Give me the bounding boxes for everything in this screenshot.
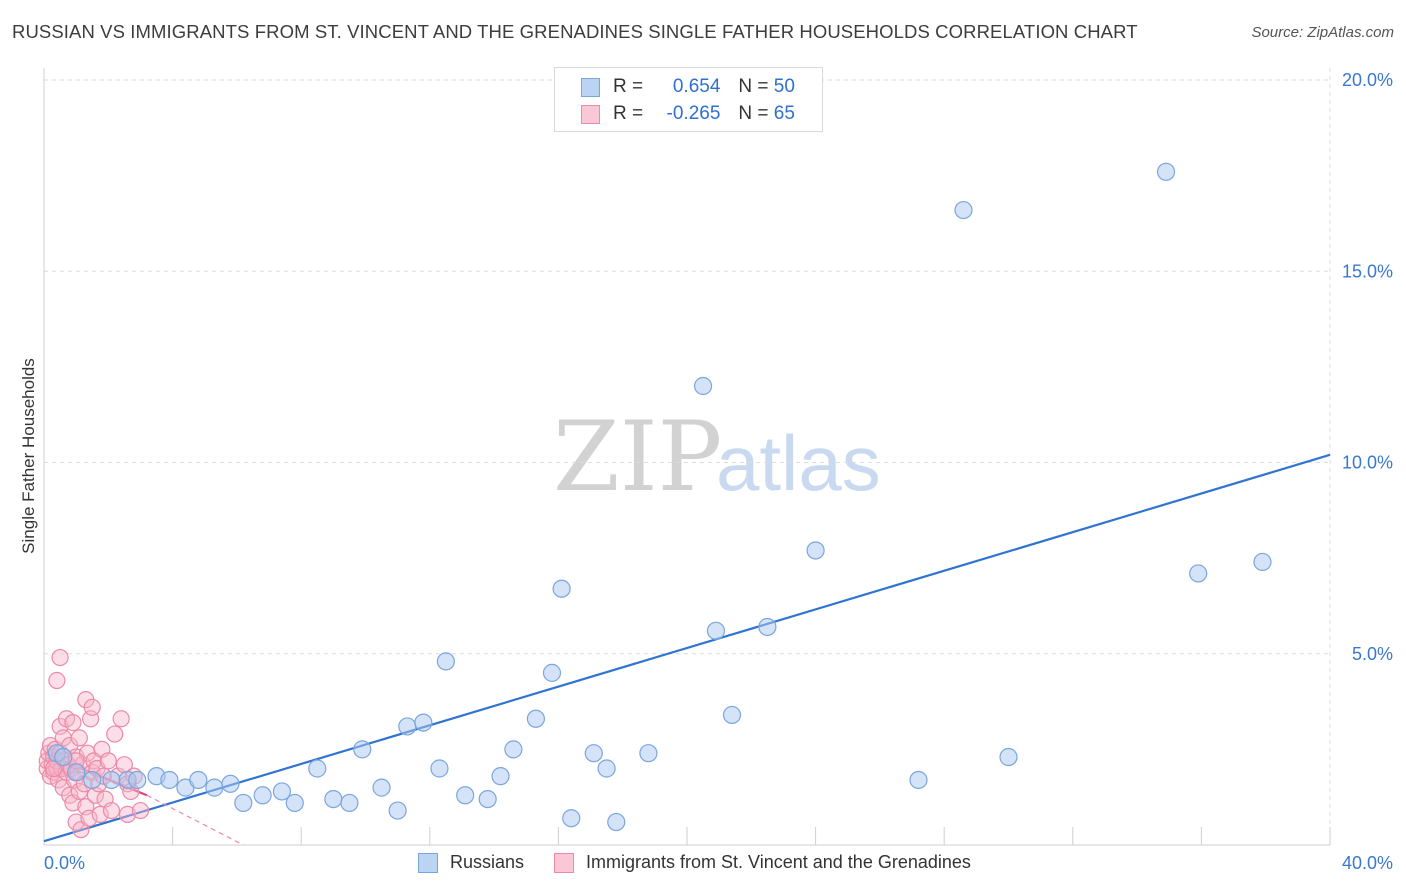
- data-point-russians: [353, 740, 372, 759]
- data-point-immigrants: [102, 801, 121, 820]
- data-point-russians: [1189, 564, 1208, 583]
- legend-row-russians: R = 0.654 N = 50: [581, 76, 795, 98]
- y-tick-label: 10.0%: [1342, 453, 1393, 473]
- legend-n-label: N =: [738, 76, 769, 97]
- data-point-russians: [102, 770, 121, 790]
- data-point-russians: [414, 713, 433, 732]
- data-point-immigrants: [118, 805, 137, 824]
- stats-legend: R = 0.654 N = 50 R = -0.265 N = 65: [554, 67, 823, 132]
- data-point-russians: [253, 786, 272, 805]
- legend-n-value: 50: [773, 76, 795, 97]
- data-point-russians: [160, 770, 179, 790]
- data-point-russians: [388, 801, 407, 820]
- legend-swatch-pink: [554, 852, 575, 873]
- data-point-russians: [430, 759, 449, 778]
- legend-label-immigrants: Immigrants from St. Vincent and the Gren…: [586, 852, 971, 872]
- data-point-russians: [806, 541, 825, 560]
- data-point-russians: [372, 778, 391, 797]
- legend-r-label: R =: [613, 103, 644, 124]
- data-point-immigrants: [70, 729, 88, 747]
- data-point-immigrants: [83, 698, 101, 716]
- data-point-russians: [491, 767, 510, 786]
- data-point-russians: [542, 663, 562, 682]
- data-point-russians: [552, 579, 571, 598]
- watermark-zip: ZIP: [553, 401, 722, 513]
- legend-swatch-blue: [581, 77, 600, 97]
- data-point-immigrants: [64, 713, 82, 732]
- data-point-immigrants: [131, 801, 150, 820]
- data-point-immigrants: [51, 648, 69, 667]
- data-point-russians: [504, 740, 523, 759]
- data-point-russians: [189, 770, 208, 790]
- data-point-russians: [234, 793, 253, 813]
- data-point-immigrants: [80, 809, 98, 827]
- data-point-russians: [758, 617, 777, 637]
- legend-row-immigrants: R = -0.265 N = 65: [581, 103, 795, 125]
- data-point-russians: [999, 747, 1018, 767]
- tick-labels: 5.0% 10.0% 15.0% 20.0% 0.0% 40.0%: [44, 70, 1393, 873]
- legend-r-value: 0.654: [672, 76, 721, 97]
- y-tick-label: 15.0%: [1342, 261, 1393, 281]
- x-tick-label: 0.0%: [44, 853, 85, 873]
- data-point-russians: [205, 778, 224, 797]
- data-point-russians: [597, 759, 616, 778]
- chart-title: RUSSIAN VS IMMIGRANTS FROM ST. VINCENT A…: [12, 21, 1138, 42]
- data-point-russians: [562, 809, 581, 828]
- data-points: [38, 162, 1272, 839]
- data-point-russians: [722, 705, 742, 725]
- source-label: Source: ZipAtlas.com: [1251, 24, 1394, 41]
- data-point-russians: [1253, 552, 1272, 572]
- data-point-russians: [1156, 162, 1176, 181]
- y-tick-label: 20.0%: [1342, 70, 1393, 90]
- data-point-russians: [83, 770, 102, 790]
- data-point-russians: [693, 376, 713, 396]
- data-point-immigrants: [106, 725, 124, 743]
- x-tick-label: 40.0%: [1342, 853, 1393, 873]
- y-tick-label: 5.0%: [1352, 644, 1393, 664]
- axes: [43, 68, 1331, 846]
- legend-swatch-blue: [418, 852, 438, 873]
- legend-item-russians: Russians: [418, 852, 524, 873]
- data-point-russians: [526, 709, 545, 728]
- data-point-russians: [478, 789, 497, 809]
- data-point-immigrants: [91, 805, 109, 824]
- legend-label-russians: Russians: [450, 852, 525, 872]
- data-point-russians: [456, 786, 475, 805]
- trend-line-russians: [43, 453, 1331, 843]
- legend-n-label: N =: [738, 103, 769, 124]
- data-point-russians: [128, 770, 147, 790]
- data-point-russians: [584, 744, 603, 763]
- data-point-russians: [639, 744, 658, 763]
- data-point-russians: [67, 763, 86, 782]
- legend-swatch-pink: [581, 104, 600, 124]
- data-point-russians: [706, 621, 726, 640]
- data-point-immigrants: [99, 752, 117, 770]
- legend-n-value: 65: [773, 103, 795, 124]
- data-point-russians: [221, 774, 240, 793]
- data-point-immigrants: [48, 671, 66, 690]
- data-point-russians: [398, 717, 417, 736]
- data-point-russians: [54, 747, 73, 767]
- legend-r-value: -0.265: [666, 103, 721, 124]
- legend-r-label: R =: [613, 76, 644, 97]
- data-point-russians: [285, 793, 304, 813]
- data-point-russians: [340, 793, 359, 813]
- data-point-russians: [909, 770, 928, 790]
- data-point-russians: [308, 759, 327, 778]
- trend-line-immigrants-extension: [146, 794, 244, 846]
- data-point-russians: [607, 812, 626, 832]
- data-point-russians: [954, 200, 973, 220]
- data-point-russians: [436, 652, 455, 671]
- data-point-russians: [324, 789, 343, 809]
- series-legend: Russians Immigrants from St. Vincent and…: [418, 852, 1001, 873]
- legend-item-immigrants: Immigrants from St. Vincent and the Gren…: [554, 852, 971, 873]
- data-point-immigrants: [112, 710, 130, 728]
- data-point-russians: [272, 782, 292, 801]
